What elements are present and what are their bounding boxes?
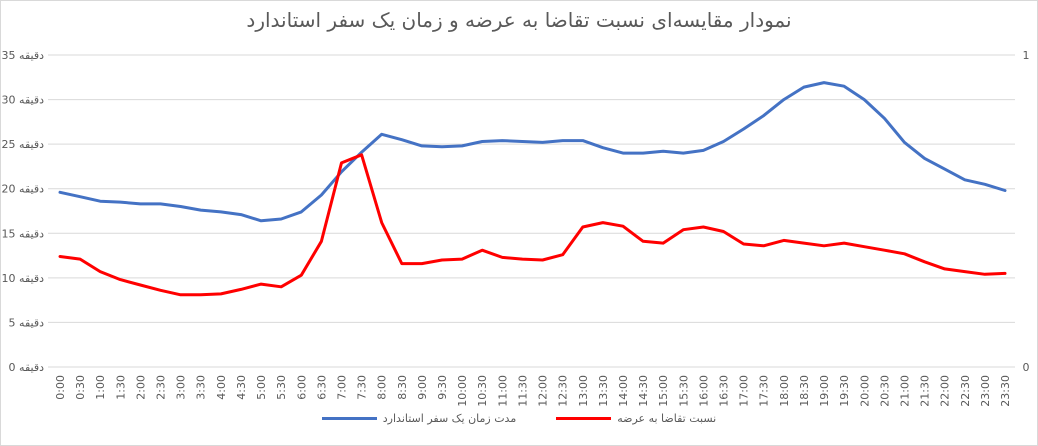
legend-swatch-blue xyxy=(321,417,377,420)
x-tick-label: 18:30 xyxy=(798,375,811,407)
x-tick-label: 2:00 xyxy=(134,375,147,400)
x-tick-label: 5:30 xyxy=(275,375,288,400)
series-line-demand-ratio xyxy=(58,153,1007,297)
x-tick-label: 20:30 xyxy=(878,375,891,407)
y-tick-label: 20 دقیقه xyxy=(2,183,45,196)
x-tick-label: 23:30 xyxy=(999,375,1012,407)
x-tick-label: 1:00 xyxy=(94,375,107,400)
x-tick-label: 22:30 xyxy=(959,375,972,407)
y2-tick-label: 0 xyxy=(1023,361,1030,374)
x-tick-label: 21:30 xyxy=(919,375,932,407)
x-tick-label: 8:00 xyxy=(376,375,389,400)
y-tick-label: 0 دقیقه xyxy=(9,361,45,374)
x-tick-label: 13:30 xyxy=(597,375,610,407)
x-tick-label: 12:30 xyxy=(557,375,570,407)
legend-swatch-red xyxy=(556,417,612,420)
x-tick-label: 16:00 xyxy=(697,375,710,407)
y-tick-label: 15 دقیقه xyxy=(2,227,45,240)
x-tick-label: 19:00 xyxy=(818,375,831,407)
legend-label: نسبت تقاضا به عرضه xyxy=(617,412,717,425)
x-tick-label: 10:30 xyxy=(476,375,489,407)
x-tick-label: 21:00 xyxy=(898,375,911,407)
x-tick-label: 2:30 xyxy=(155,375,168,400)
x-tick-label: 22:00 xyxy=(939,375,952,407)
x-tick-label: 10:00 xyxy=(456,375,469,407)
x-tick-label: 6:00 xyxy=(295,375,308,400)
legend: مدت زمان یک سفر استاندارد نسبت تقاضا به … xyxy=(0,412,1038,425)
x-tick-label: 18:00 xyxy=(778,375,791,407)
x-tick-label: 5:00 xyxy=(255,375,268,400)
x-tick-label: 9:00 xyxy=(416,375,429,400)
x-tick-label: 7:30 xyxy=(356,375,369,400)
x-tick-label: 4:00 xyxy=(215,375,228,400)
x-tick-label: 11:00 xyxy=(496,375,509,407)
y2-tick-label: 1 xyxy=(1023,49,1030,62)
x-tick-label: 17:30 xyxy=(758,375,771,407)
x-tick-label: 17:00 xyxy=(738,375,751,407)
y-tick-label: 5 دقیقه xyxy=(9,316,45,329)
x-tick-label: 0:30 xyxy=(74,375,87,400)
series-line-trip-time xyxy=(58,81,1007,223)
x-tick-label: 9:30 xyxy=(436,375,449,400)
x-tick-label: 16:30 xyxy=(718,375,731,407)
x-tick-label: 15:00 xyxy=(657,375,670,407)
chart-title: نمودار مقایسه‌ای نسبت تقاضا به عرضه و زم… xyxy=(246,8,792,32)
x-tick-label: 19:30 xyxy=(838,375,851,407)
y-tick-label: 25 دقیقه xyxy=(2,138,45,151)
legend-item-red: نسبت تقاضا به عرضه xyxy=(556,412,716,425)
x-tick-label: 3:30 xyxy=(195,375,208,400)
y-tick-label: 35 دقیقه xyxy=(2,49,45,62)
x-tick-label: 15:30 xyxy=(677,375,690,407)
x-tick-label: 14:30 xyxy=(637,375,650,407)
x-tick-label: 8:30 xyxy=(396,375,409,400)
x-tick-label: 14:00 xyxy=(617,375,630,407)
x-tick-label: 11:30 xyxy=(516,375,529,407)
x-tick-label: 7:00 xyxy=(335,375,348,400)
x-tick-label: 12:00 xyxy=(537,375,550,407)
x-tick-label: 23:00 xyxy=(979,375,992,407)
legend-item-blue: مدت زمان یک سفر استاندارد xyxy=(321,412,517,425)
x-tick-label: 3:00 xyxy=(175,375,188,400)
x-tick-label: 13:00 xyxy=(577,375,590,407)
x-tick-label: 4:30 xyxy=(235,375,248,400)
x-tick-label: 1:30 xyxy=(114,375,127,400)
x-tick-label: 6:30 xyxy=(315,375,328,400)
y-tick-label: 30 دقیقه xyxy=(2,94,45,107)
legend-label: مدت زمان یک سفر استاندارد xyxy=(382,412,517,425)
x-tick-label: 0:00 xyxy=(54,375,67,400)
y-tick-label: 10 دقیقه xyxy=(2,272,45,285)
x-tick-label: 20:00 xyxy=(858,375,871,407)
